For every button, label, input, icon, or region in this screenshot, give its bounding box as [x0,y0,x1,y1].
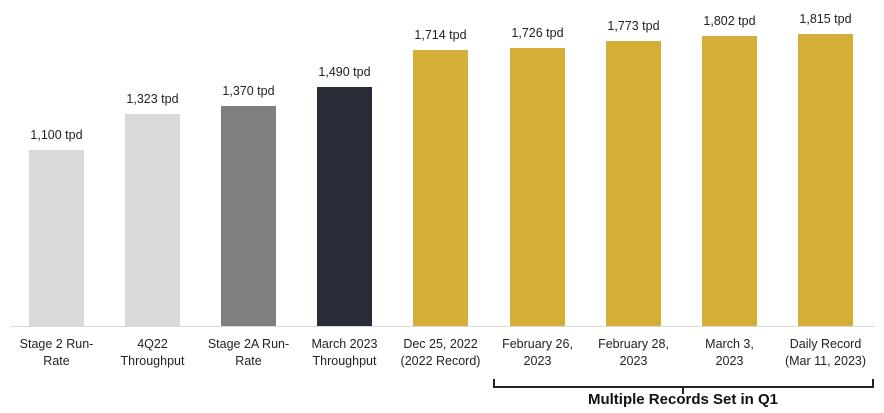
bar-value-label: 1,802 tpd [703,14,756,28]
bar [702,36,757,326]
bracket-center-tick [682,386,684,394]
x-axis-category-label: Daily Record (Mar 11, 2023) [784,337,867,368]
bar-value-label: 1,714 tpd [414,28,467,42]
x-axis-category-label: 4Q22 Throughput [120,337,185,368]
bar-value-label: 1,323 tpd [126,92,179,106]
bar [413,50,468,326]
bracket-left-tick [493,379,495,388]
bar [317,87,372,326]
bar-value-label: 1,726 tpd [511,26,564,40]
bracket-right-tick [872,379,874,388]
x-axis-category-label: February 28, 2023 [598,337,669,368]
bar [798,34,853,326]
x-axis-baseline [10,326,875,327]
records-annotation-label: Multiple Records Set in Q1 [587,391,779,408]
bar-value-label: 1,773 tpd [607,19,660,33]
bar [510,48,565,326]
bar-value-label: 1,100 tpd [30,128,83,142]
bar [221,106,276,326]
x-axis-category-label: February 26, 2023 [502,337,573,368]
bar-value-label: 1,815 tpd [799,12,852,26]
bar-value-label: 1,490 tpd [318,65,371,79]
bar [606,41,661,326]
bar [125,114,180,326]
x-axis-category-label: March 3, 2023 [705,337,754,368]
x-axis-category-label: Dec 25, 2022 (2022 Record) [400,337,481,368]
x-axis-category-label: Stage 2A Run- Rate [207,337,290,368]
bar [29,150,84,326]
bar-value-label: 1,370 tpd [222,84,275,98]
x-axis-category-label: March 2023 Throughput [311,337,378,368]
x-axis-category-label: Stage 2 Run-Rate [19,337,94,368]
